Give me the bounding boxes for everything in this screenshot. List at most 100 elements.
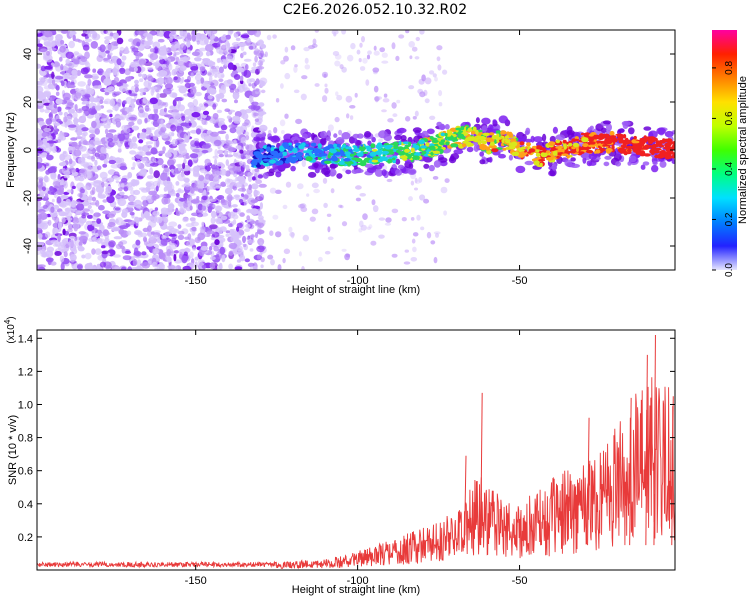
noise-blob xyxy=(279,119,286,127)
trace-halo xyxy=(549,168,557,177)
noise-blob xyxy=(106,109,113,113)
noise-blob xyxy=(70,188,74,195)
snr-multiplier-label: (x104) xyxy=(3,316,17,343)
noise-blob xyxy=(283,55,289,62)
trace-core xyxy=(449,127,457,132)
noise-blob xyxy=(91,196,97,202)
noise-blob xyxy=(172,99,177,107)
trace-core xyxy=(467,128,473,132)
spectrogram-x-axis-label: Height of straight line (km) xyxy=(292,284,420,296)
trace-core xyxy=(329,148,337,154)
noise-blob xyxy=(381,52,388,58)
noise-blob xyxy=(197,236,201,241)
trace-core xyxy=(657,153,662,158)
noise-blob xyxy=(175,36,183,40)
trace-core xyxy=(447,130,453,136)
noise-blob xyxy=(104,70,110,79)
noise-blob xyxy=(147,66,154,71)
trace-halo xyxy=(428,164,435,172)
trace-core xyxy=(327,158,331,162)
noise-blob xyxy=(386,178,393,183)
noise-blob xyxy=(420,226,425,231)
trace-halo xyxy=(643,126,652,131)
noise-blob xyxy=(37,209,46,214)
trace-core xyxy=(648,139,655,143)
noise-blob xyxy=(96,55,104,62)
noise-blob xyxy=(235,145,242,150)
noise-blob xyxy=(255,78,260,85)
noise-blob xyxy=(423,89,428,96)
noise-blob xyxy=(434,76,438,82)
trace-halo xyxy=(336,173,343,179)
noise-blob xyxy=(104,36,113,40)
noise-blob xyxy=(237,175,245,182)
noise-blob xyxy=(220,44,227,51)
noise-blob xyxy=(152,261,158,268)
noise-blob xyxy=(182,217,189,223)
noise-blob xyxy=(123,186,129,192)
trace-core xyxy=(262,158,270,162)
noise-blob xyxy=(182,265,192,270)
noise-blob xyxy=(138,88,147,93)
noise-blob xyxy=(189,264,194,268)
y-tick-label: -20 xyxy=(22,190,34,206)
noise-blob xyxy=(52,227,56,236)
trace-core xyxy=(639,151,646,157)
noise-blob xyxy=(252,30,258,36)
noise-blob xyxy=(52,181,61,187)
noise-blob xyxy=(128,90,132,94)
trace-halo xyxy=(320,137,327,146)
noise-blob xyxy=(96,218,102,225)
noise-blob xyxy=(230,235,240,243)
noise-blob xyxy=(62,92,71,101)
trace-core xyxy=(571,146,576,150)
noise-blob xyxy=(349,105,356,109)
noise-blob xyxy=(236,139,241,144)
noise-blob xyxy=(235,31,241,35)
noise-blob xyxy=(186,32,191,40)
noise-blob xyxy=(314,30,319,33)
noise-blob xyxy=(239,254,246,262)
noise-blob xyxy=(82,131,88,137)
noise-blob xyxy=(405,30,410,34)
noise-blob xyxy=(242,122,249,127)
noise-blob xyxy=(75,108,83,114)
noise-blob xyxy=(196,212,204,218)
noise-blob xyxy=(94,248,102,256)
trace-halo xyxy=(604,155,612,160)
noise-blob xyxy=(112,45,119,50)
noise-blob xyxy=(158,267,164,270)
noise-blob xyxy=(349,115,354,120)
trace-core xyxy=(585,150,594,154)
noise-blob xyxy=(373,85,379,93)
noise-blob xyxy=(260,257,265,263)
noise-blob xyxy=(370,240,377,246)
noise-blob xyxy=(73,58,80,65)
noise-blob xyxy=(147,145,152,149)
noise-blob xyxy=(84,262,94,270)
noise-blob xyxy=(338,204,343,208)
noise-blob xyxy=(38,178,44,183)
noise-blob xyxy=(234,99,238,104)
noise-blob xyxy=(127,266,133,270)
noise-blob xyxy=(98,204,105,211)
noise-blob xyxy=(151,196,157,202)
noise-blob xyxy=(220,58,228,65)
noise-blob xyxy=(153,134,158,141)
noise-blob xyxy=(163,186,168,192)
noise-blob xyxy=(44,109,50,114)
noise-blob xyxy=(211,210,217,219)
noise-blob xyxy=(129,150,137,155)
trace-halo xyxy=(364,131,372,138)
noise-blob xyxy=(426,231,432,239)
noise-blob xyxy=(240,193,245,198)
noise-blob xyxy=(37,162,43,169)
noise-blob xyxy=(125,106,134,113)
trace-halo xyxy=(341,132,351,140)
noise-blob xyxy=(391,102,397,109)
noise-blob xyxy=(81,33,87,37)
noise-blob xyxy=(255,68,260,75)
noise-blob xyxy=(236,165,243,173)
noise-blob xyxy=(100,233,104,238)
trace-halo xyxy=(426,128,435,135)
